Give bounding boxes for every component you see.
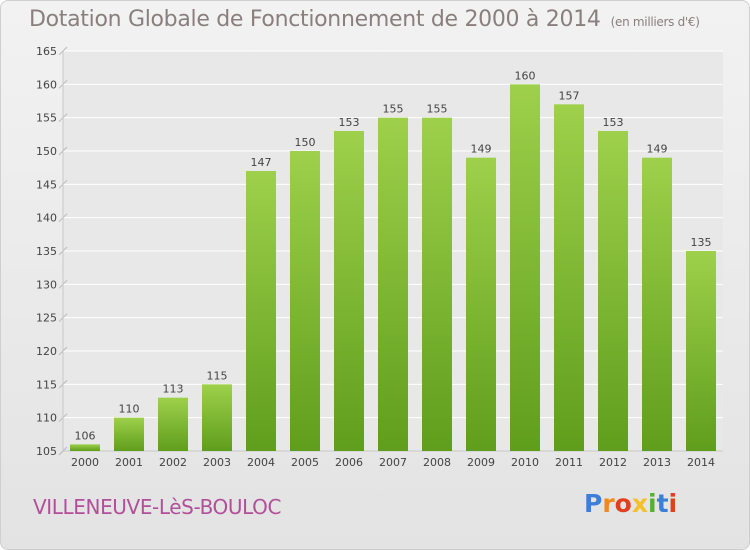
x-tick-label: 2011 [555, 456, 583, 469]
bar [70, 444, 100, 451]
data-label: 160 [515, 69, 536, 82]
bar [378, 117, 408, 452]
bar [290, 151, 320, 451]
x-tick-label: 2004 [247, 456, 275, 469]
y-tick-label: 135 [36, 245, 57, 258]
logo-letter: o [614, 489, 632, 518]
y-tick-label: 145 [36, 178, 57, 191]
x-tick-label: 2001 [115, 456, 143, 469]
data-label: 135 [691, 236, 712, 249]
data-label: 110 [119, 403, 140, 416]
y-tick-label: 130 [36, 278, 57, 291]
x-tick-label: 2014 [687, 456, 715, 469]
x-tick-label: 2009 [467, 456, 495, 469]
bar [642, 157, 672, 451]
data-label: 149 [471, 143, 492, 156]
y-tick-label: 160 [36, 78, 57, 91]
logo-letter: t [656, 489, 669, 518]
commune-name: VILLENEUVE-LèS-BOULOC [33, 495, 282, 519]
data-label: 106 [75, 429, 96, 442]
y-tick-label: 125 [36, 312, 57, 325]
logo-letter: r [602, 489, 615, 518]
x-tick-label: 2013 [643, 456, 671, 469]
data-label: 115 [207, 369, 228, 382]
x-tick-label: 2000 [71, 456, 99, 469]
chart-title-text: Dotation Globale de Fonctionnement de 20… [29, 7, 601, 32]
y-tick-label: 115 [36, 378, 57, 391]
data-label: 150 [295, 136, 316, 149]
data-label: 157 [559, 89, 580, 102]
bar [686, 251, 716, 451]
x-tick-label: 2010 [511, 456, 539, 469]
logo-letter: x [631, 489, 648, 518]
data-label: 155 [383, 103, 404, 116]
x-tick-label: 2007 [379, 456, 407, 469]
data-label: 113 [163, 383, 184, 396]
data-label: 153 [603, 116, 624, 129]
data-label: 153 [339, 116, 360, 129]
bar [510, 84, 540, 451]
bar [422, 117, 452, 452]
proxiti-logo: Proxiti [584, 489, 677, 518]
bar [466, 157, 496, 451]
y-tick-label: 150 [36, 145, 57, 158]
bar [114, 417, 144, 451]
x-tick-label: 2008 [423, 456, 451, 469]
x-tick-label: 2006 [335, 456, 363, 469]
y-tick-label: 155 [36, 112, 57, 125]
x-tick-label: 2002 [159, 456, 187, 469]
data-label: 147 [251, 156, 272, 169]
logo-letter: i [648, 489, 657, 518]
bar [246, 171, 276, 451]
y-tick-label: 120 [36, 345, 57, 358]
bar [598, 131, 628, 451]
y-tick-label: 165 [36, 45, 57, 58]
x-tick-label: 2012 [599, 456, 627, 469]
chart-subtitle: (en milliers d'€) [610, 15, 700, 29]
bar [554, 104, 584, 451]
data-label: 149 [647, 143, 668, 156]
logo-letter: i [668, 489, 678, 518]
y-tick-label: 105 [36, 445, 57, 458]
y-tick-label: 140 [36, 212, 57, 225]
chart-title: Dotation Globale de Fonctionnement de 20… [29, 7, 700, 32]
bar [158, 397, 188, 451]
logo-letter: P [584, 489, 603, 518]
bar [202, 384, 232, 451]
data-label: 155 [427, 103, 448, 116]
x-tick-label: 2003 [203, 456, 231, 469]
bar [334, 131, 364, 451]
x-tick-label: 2005 [291, 456, 319, 469]
y-tick-label: 110 [36, 412, 57, 425]
